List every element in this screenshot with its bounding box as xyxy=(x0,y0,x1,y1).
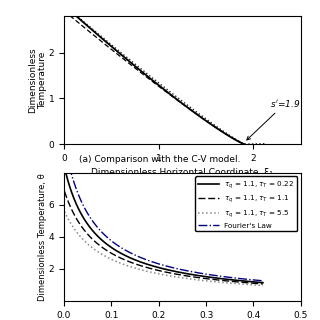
X-axis label: Dimensionless Horizontal Coordinate, ξ₁: Dimensionless Horizontal Coordinate, ξ₁ xyxy=(92,168,273,177)
Text: $s'$=1.9: $s'$=1.9 xyxy=(247,98,301,140)
Y-axis label: Dimensionless Temperature, θ: Dimensionless Temperature, θ xyxy=(38,173,47,301)
Text: (a) Comparison with the C-V model.: (a) Comparison with the C-V model. xyxy=(79,155,241,164)
Y-axis label: Dimensionless
Temperature: Dimensionless Temperature xyxy=(28,47,47,113)
Legend: $\tau_q$ = 1.1, $\tau_T$ = 0.22, $\tau_q$ = 1.1, $\tau_T$ = 1.1, $\tau_q$ = 1.1,: $\tau_q$ = 1.1, $\tau_T$ = 0.22, $\tau_q… xyxy=(196,176,297,231)
